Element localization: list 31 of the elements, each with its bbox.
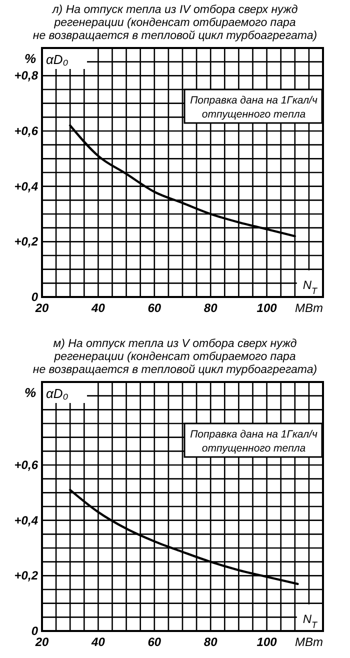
x-tick-label: 40 (90, 301, 106, 315)
x-tick-label: 60 (148, 635, 162, 649)
y-tick-label: 0 (31, 624, 38, 638)
x-tick-label: 80 (204, 635, 218, 649)
y-tick-label: +0,4 (14, 179, 38, 194)
text: % (24, 51, 36, 66)
text: МВт (295, 301, 323, 315)
x-tick-label: 100 (256, 301, 278, 315)
x-tick-label: 60 (148, 301, 162, 315)
y-tick-label: +0,6 (14, 124, 38, 138)
y-axis-title: αD₀ (46, 52, 69, 67)
x-tick-label: 40 (90, 635, 106, 649)
y-tick-label: +0,8 (14, 68, 38, 83)
x-axis-title: N$_{T}$ (302, 278, 318, 296)
y-tick-label: +0,2 (14, 234, 38, 249)
x-tick-label: 80 (204, 301, 218, 315)
x-axis-title: N$_{T}$ (302, 612, 318, 630)
x-tick-label: 20 (34, 301, 49, 315)
text: % (24, 385, 36, 400)
chart-title: м) На отпуск тепла из V отбора сверх нужд регенерации (конденсат отбираемого пара не возвращается в тепловой цикл турбоагрегата) (32, 338, 318, 376)
chart-title: л) На отпуск тепла из IV отбора сверх нужд регенерации (конденсат отбираемого пара не возвращается в тепловой цикл турбоагрегата) (32, 4, 318, 42)
y-tick-label: +0,4 (14, 513, 38, 528)
x-tick-label: 100 (256, 635, 278, 649)
y-axis-title: αD₀ (46, 386, 69, 401)
y-tick-label: 0 (31, 290, 38, 304)
text: МВт (295, 635, 323, 649)
annotation: Поправка дана на 1Гкал/ч отпущенного тепла (190, 94, 318, 120)
x-tick-label: 20 (34, 635, 49, 649)
y-tick-label: +0,2 (14, 568, 38, 583)
annotation: Поправка дана на 1Гкал/ч отпущенного тепла (190, 428, 318, 454)
y-tick-label: +0,6 (14, 458, 38, 472)
